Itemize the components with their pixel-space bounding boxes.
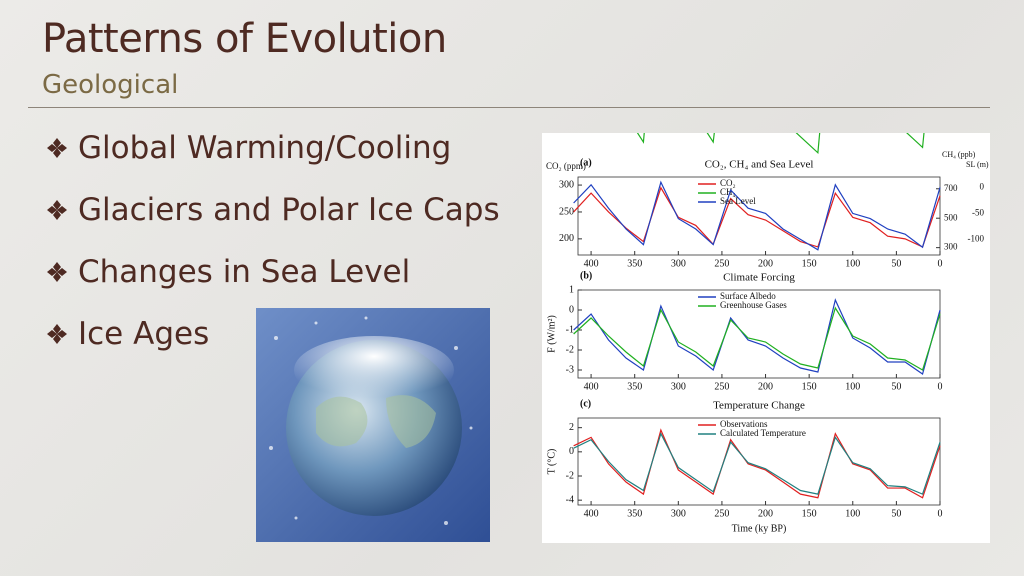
series-line (573, 428, 941, 499)
x-tick-label: 100 (845, 381, 860, 392)
x-tick-label: 400 (584, 381, 599, 392)
x-tick-label: 300 (671, 258, 686, 269)
x-tick-label: 0 (938, 508, 943, 519)
legend-label: Greenhouse Gases (720, 300, 787, 310)
bullet-text: Glaciers and Polar Ice Caps (78, 192, 500, 228)
y-tick-label: 0 (569, 446, 574, 457)
y-tick-label: -2 (566, 344, 574, 355)
x-tick-label: 300 (671, 381, 686, 392)
legend-label: Calculated Temperature (720, 428, 806, 438)
x-tick-label: 0 (938, 381, 943, 392)
y-tick-label: 300 (559, 179, 574, 190)
y-axis-label: F (W/m²) (546, 315, 557, 353)
x-tick-label: 50 (891, 508, 901, 519)
panel-title: CO₂, CH₄ and Sea Level (705, 159, 814, 171)
y-tick-label: 2 (569, 422, 574, 433)
x-tick-label: 250 (714, 381, 729, 392)
y-tick-label: 1 (569, 284, 574, 295)
x-tick-label: 350 (627, 381, 642, 392)
x-tick-label: 200 (758, 258, 773, 269)
y3-tick-label: -50 (972, 207, 984, 217)
series-line (573, 298, 941, 375)
legend-label: CO₂ (720, 178, 736, 188)
x-tick-label: 50 (891, 258, 901, 269)
y-tick-label: -3 (566, 364, 574, 375)
x-tick-label: 400 (584, 508, 599, 519)
y-axis-label: CO₂ (ppm) (546, 161, 586, 171)
y-tick-label: 0 (569, 304, 574, 315)
y3-axis-label: SL (m) (966, 160, 989, 169)
bullet-text: Ice Ages (78, 316, 210, 352)
legend-label: Surface Albedo (720, 291, 776, 301)
x-tick-label: 100 (845, 508, 860, 519)
bullet-text: Global Warming/Cooling (78, 130, 452, 166)
bullet-icon (47, 324, 67, 344)
y-tick-label: 250 (559, 206, 574, 217)
header-rule (28, 107, 990, 108)
series-line (573, 306, 941, 371)
series-line (573, 180, 941, 251)
plot-frame (577, 417, 941, 506)
bullet-icon (47, 200, 67, 220)
x-tick-label: 50 (891, 381, 901, 392)
series-line (573, 186, 941, 248)
legend-label: Sea Level (720, 196, 756, 206)
y2-tick-label: 700 (944, 183, 958, 193)
panel-label: (c) (580, 398, 591, 409)
x-tick-label: 0 (938, 258, 943, 269)
panel-label: (a) (580, 157, 592, 168)
x-tick-label: 150 (802, 508, 817, 519)
bullet-text: Changes in Sea Level (78, 254, 411, 290)
bullet-icon (47, 262, 67, 282)
y-tick-label: -1 (566, 324, 574, 335)
x-tick-label: 350 (627, 258, 642, 269)
panel-label: (b) (580, 270, 592, 281)
slide-title: Patterns of Evolution (42, 16, 447, 62)
bullet-item: Global Warming/Cooling (46, 130, 451, 166)
panel-title: Climate Forcing (723, 272, 795, 284)
x-tick-label: 200 (758, 508, 773, 519)
y3-tick-label: -100 (968, 233, 985, 243)
plot-frame (577, 289, 941, 379)
bullet-item: Ice Ages (46, 316, 209, 352)
x-tick-label: 250 (714, 508, 729, 519)
bullet-icon (47, 138, 67, 158)
x-tick-label: 350 (627, 508, 642, 519)
y3-tick-label: 0 (980, 181, 985, 191)
y-tick-label: 200 (559, 233, 574, 244)
x-tick-label: 200 (758, 381, 773, 392)
x-tick-label: 400 (584, 258, 599, 269)
panel-title: Temperature Change (713, 400, 805, 412)
x-tick-label: 150 (802, 381, 817, 392)
y-tick-label: -4 (566, 494, 574, 505)
y-axis-label: T (°C) (546, 449, 557, 475)
y2-tick-label: 500 (944, 212, 958, 222)
legend-label: CH₄ (720, 187, 736, 197)
plot-frame (577, 176, 941, 256)
globe-image (256, 308, 490, 542)
y2-axis-label: CH₄ (ppb) (942, 150, 976, 159)
x-axis-label: Time (ky BP) (732, 523, 787, 534)
x-tick-label: 250 (714, 258, 729, 269)
bullet-item: Glaciers and Polar Ice Caps (46, 192, 500, 228)
y-tick-label: -2 (566, 470, 574, 481)
legend-label: Observations (720, 419, 768, 429)
x-tick-label: 100 (845, 258, 860, 269)
bullet-item: Changes in Sea Level (46, 254, 410, 290)
x-tick-label: 150 (802, 258, 817, 269)
y2-tick-label: 300 (944, 242, 958, 252)
climate-figure: (a) CO₂, CH₄ and Sea Level CO₂ (ppm) 400 350… (542, 133, 990, 543)
slide-subtitle: Geological (42, 70, 179, 100)
series-line (573, 432, 941, 495)
x-tick-label: 300 (671, 508, 686, 519)
